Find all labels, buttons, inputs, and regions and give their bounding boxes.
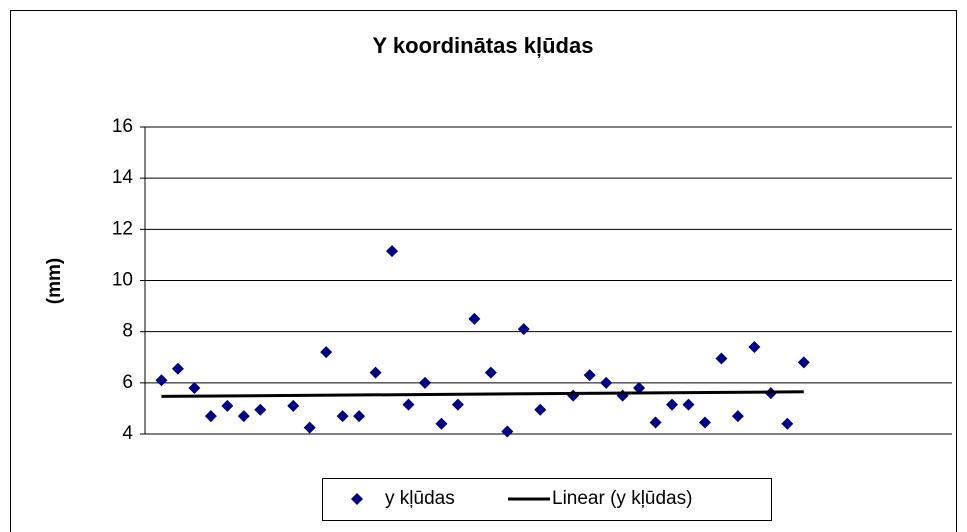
y-tick-label: 14 [112, 167, 134, 188]
point [221, 399, 234, 412]
point [204, 410, 217, 423]
point [649, 416, 662, 429]
point [402, 398, 415, 411]
point [484, 366, 497, 379]
point [633, 381, 646, 394]
point [534, 403, 547, 416]
legend-marker [351, 493, 363, 505]
chart-title: Y koordinātas kļūdas [373, 33, 594, 58]
point [600, 376, 613, 389]
y-tick-label: 10 [112, 270, 133, 291]
point [418, 376, 431, 389]
point [501, 425, 514, 438]
point [797, 356, 810, 369]
point [369, 366, 382, 379]
legend-label: Linear (y kļūdas) [552, 488, 692, 509]
point [336, 410, 349, 423]
chart-frame [10, 10, 957, 532]
point [781, 417, 794, 430]
point [698, 416, 711, 429]
point [237, 410, 250, 423]
point [353, 410, 366, 423]
point [155, 374, 168, 387]
y-tick-label: 8 [122, 321, 133, 342]
point [715, 352, 728, 365]
point [287, 399, 300, 412]
point [320, 346, 333, 359]
y-tick-label: 4 [122, 423, 133, 444]
point [386, 245, 399, 258]
y-tick-label: 12 [112, 218, 133, 239]
trendline [161, 390, 804, 398]
point [666, 398, 679, 411]
point [731, 410, 744, 423]
point [435, 417, 448, 430]
point [517, 323, 530, 336]
point [303, 421, 316, 434]
point [188, 381, 201, 394]
point [748, 341, 761, 354]
y-tick-label: 6 [122, 372, 133, 393]
point [171, 362, 184, 375]
point [583, 369, 596, 382]
point [468, 312, 481, 325]
point [451, 398, 464, 411]
y-axis-label: (mm) [44, 258, 65, 304]
point [682, 398, 695, 411]
y-tick-label: 16 [112, 116, 133, 137]
legend-label: y kļūdas [385, 488, 455, 509]
point [254, 403, 267, 416]
